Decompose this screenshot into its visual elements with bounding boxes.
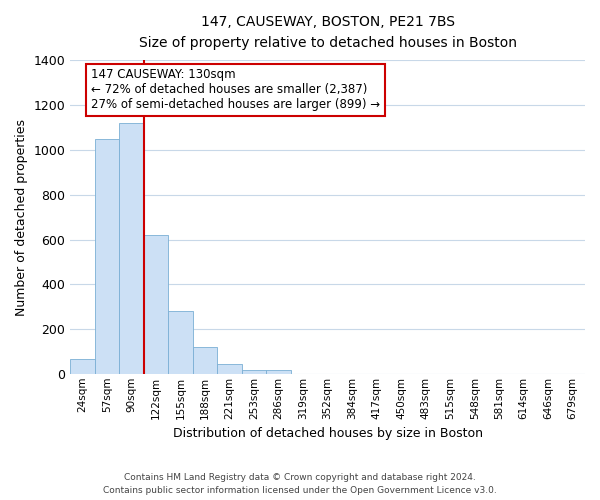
Bar <box>144 235 169 374</box>
Bar <box>266 370 291 374</box>
Text: 147 CAUSEWAY: 130sqm
← 72% of detached houses are smaller (2,387)
27% of semi-de: 147 CAUSEWAY: 130sqm ← 72% of detached h… <box>91 68 380 112</box>
Bar <box>169 311 193 374</box>
Bar <box>70 359 95 374</box>
Y-axis label: Number of detached properties: Number of detached properties <box>15 118 28 316</box>
Text: Contains HM Land Registry data © Crown copyright and database right 2024.
Contai: Contains HM Land Registry data © Crown c… <box>103 474 497 495</box>
Bar <box>193 347 217 374</box>
Bar <box>217 364 242 374</box>
X-axis label: Distribution of detached houses by size in Boston: Distribution of detached houses by size … <box>173 427 482 440</box>
Bar <box>242 370 266 374</box>
Title: 147, CAUSEWAY, BOSTON, PE21 7BS
Size of property relative to detached houses in : 147, CAUSEWAY, BOSTON, PE21 7BS Size of … <box>139 15 517 50</box>
Bar <box>95 139 119 374</box>
Bar <box>119 123 144 374</box>
